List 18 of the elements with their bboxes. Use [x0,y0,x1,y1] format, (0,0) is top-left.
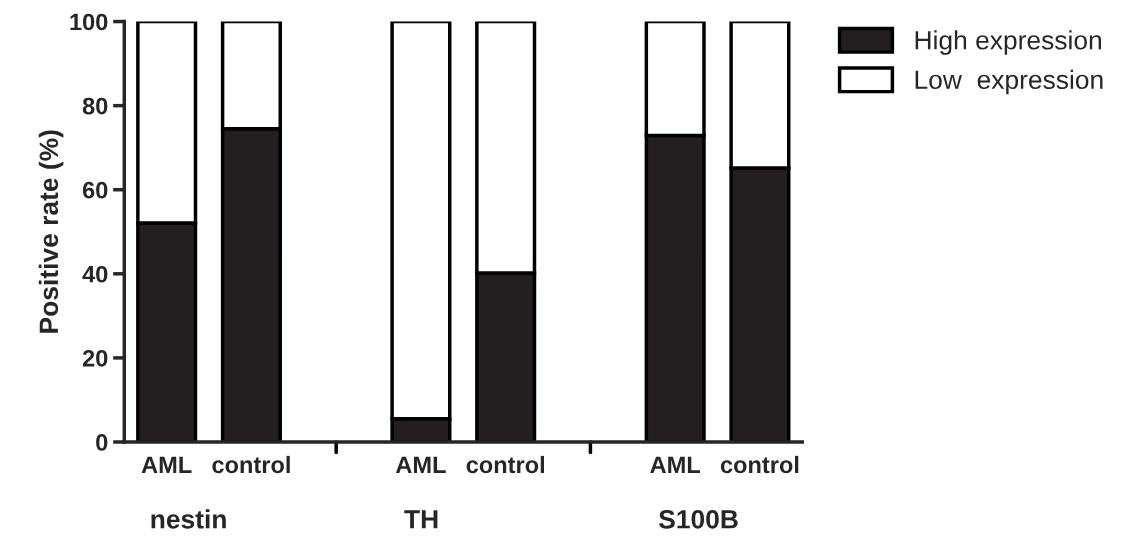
x-tick-label: control [466,455,545,474]
x-tick-label: control [720,455,799,474]
text: S100B [658,509,738,529]
y-tick-label: 100 [70,13,108,31]
y-tick-label: 0 [96,434,108,451]
y-tick-label: 20 [82,349,108,367]
legend-label: Low expression [915,69,1103,95]
text: TH [404,510,438,529]
legend-label: High expression [915,30,1102,55]
x-tick-label: AML [650,456,701,473]
x-tick-label: control [212,455,290,474]
text: nestin [151,509,226,529]
x-tick-label: AML [395,456,446,473]
x-tick-label: AML [141,456,192,473]
y-tick-label: 60 [82,181,108,199]
y-tick-label: 80 [82,97,108,115]
y-tick-label: 40 [82,265,108,283]
y-axis-title: Positive rate (%) [38,130,64,333]
